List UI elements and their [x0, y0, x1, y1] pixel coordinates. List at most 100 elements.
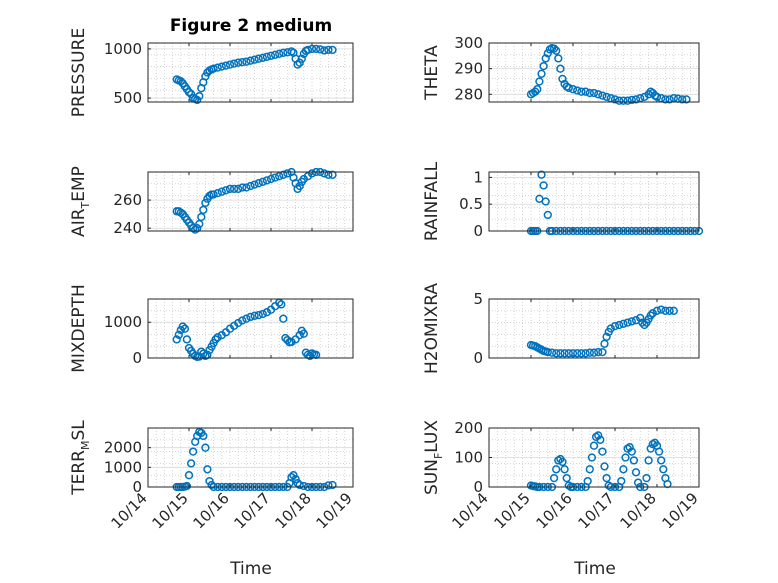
data-point	[617, 476, 626, 486]
data-point	[602, 473, 611, 483]
data-point	[275, 49, 284, 58]
axes-box	[488, 298, 700, 359]
data-point	[619, 96, 628, 105]
data-point	[307, 44, 317, 54]
data-point	[299, 329, 308, 338]
data-point	[564, 349, 573, 358]
data-point	[225, 60, 235, 69]
data-point	[225, 184, 235, 194]
data-point	[610, 95, 620, 104]
data-point	[631, 95, 641, 104]
data-point	[283, 169, 292, 178]
axes-box	[147, 171, 354, 232]
data-point	[581, 87, 590, 96]
data-point	[619, 319, 628, 328]
data-point	[279, 170, 288, 179]
data-point	[238, 58, 247, 67]
y-axis-label-main: TERR	[69, 450, 89, 496]
data-point	[270, 50, 280, 59]
data-point	[539, 181, 548, 190]
data-point	[242, 183, 251, 192]
data-point	[633, 478, 643, 487]
data-point	[258, 53, 267, 62]
data-point	[328, 45, 337, 55]
data-point	[297, 54, 306, 63]
data-point	[581, 349, 590, 358]
figure-title: Figure 2 medium	[170, 16, 332, 36]
data-point	[250, 55, 259, 64]
data-point	[585, 88, 594, 98]
x-tick-label: 10/18	[272, 489, 315, 532]
data-point	[295, 58, 304, 67]
data-point	[625, 443, 634, 452]
data-point	[560, 465, 569, 474]
subplot-theta: 280 290 300 THETA	[422, 34, 700, 105]
data-point	[627, 317, 636, 326]
data-point	[556, 64, 565, 73]
plot-area	[489, 172, 699, 231]
y-axis-label: RAINFALL	[422, 161, 442, 241]
data-point	[602, 332, 611, 341]
data-point	[543, 210, 552, 220]
data-point	[562, 473, 571, 483]
data-point	[281, 333, 290, 343]
data-point	[213, 333, 222, 342]
data-point	[652, 306, 662, 315]
x-tick-label: 10/18	[617, 489, 660, 532]
data-point	[549, 473, 559, 483]
data-point	[646, 311, 655, 320]
data-point	[221, 186, 231, 195]
data-point	[197, 212, 206, 222]
y-tick-label: 200	[454, 419, 483, 437]
data-point	[328, 480, 337, 490]
data-point	[262, 308, 272, 317]
data-point	[270, 173, 280, 182]
y-axis-label-rest: LUX	[422, 420, 442, 453]
y-tick-label: 0	[473, 222, 483, 240]
data-point	[552, 349, 561, 358]
y-tick-label: 1	[473, 168, 483, 186]
x-tick-label: 10/19	[313, 489, 356, 532]
y-axis-label: TERRMSL	[69, 420, 92, 496]
data-point	[654, 447, 664, 456]
data-point	[258, 177, 267, 186]
data-point	[262, 176, 272, 185]
y-tick-label: 100	[454, 449, 483, 467]
x-tick-label: 10/17	[575, 489, 618, 532]
data-point	[648, 309, 657, 318]
y-axis-label-subscript: F	[432, 453, 445, 459]
plot-area	[148, 299, 353, 358]
data-point	[178, 322, 187, 331]
data-point	[291, 474, 300, 484]
data-point	[657, 456, 666, 465]
plot-area	[489, 43, 699, 102]
data-point	[217, 62, 226, 71]
data-point	[598, 447, 607, 456]
y-axis-label: MIXDEPTH	[69, 284, 89, 373]
data-point	[640, 320, 649, 330]
data-point	[589, 88, 599, 98]
data-point	[594, 431, 603, 440]
data-point	[627, 95, 636, 105]
y-axis-label: THETA	[422, 45, 442, 101]
y-axis-label-rest: EMP	[69, 166, 89, 202]
data-point	[176, 77, 185, 86]
data-point	[246, 56, 255, 65]
data-point	[596, 435, 605, 444]
data-point	[266, 174, 276, 184]
data-point	[277, 300, 286, 309]
data-point	[669, 306, 678, 315]
x-tick-label: 10/15	[491, 489, 534, 532]
data-point	[266, 51, 276, 60]
y-tick-label: 0	[132, 349, 142, 367]
data-point	[211, 335, 220, 344]
data-point	[279, 314, 288, 323]
data-point	[199, 431, 208, 441]
data-point	[552, 465, 561, 474]
data-point	[589, 441, 599, 450]
data-point	[585, 465, 594, 474]
data-point	[180, 324, 190, 333]
y-tick-label: 0	[473, 349, 483, 367]
